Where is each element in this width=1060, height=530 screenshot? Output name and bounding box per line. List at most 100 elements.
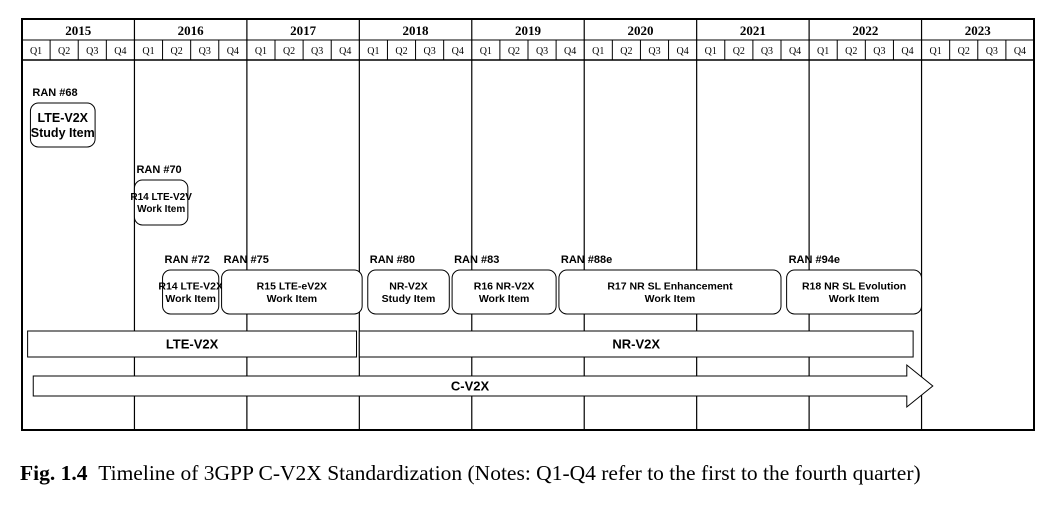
- work-item-box: [786, 269, 923, 315]
- quarter-label: Q1: [142, 46, 154, 57]
- work-item-label: R15 LTE-eV2X: [257, 280, 327, 292]
- quarter-label: Q1: [30, 46, 42, 57]
- quarter-label: Q3: [423, 46, 435, 57]
- quarter-label: Q3: [311, 46, 323, 57]
- band-box: [358, 330, 914, 358]
- meeting-label: RAN #94e: [789, 254, 840, 266]
- quarter-label: Q4: [676, 46, 688, 57]
- work-item-label: Work Item: [165, 293, 216, 305]
- work-item-box: [451, 269, 557, 315]
- work-item-label: Study Item: [31, 126, 95, 140]
- timeline-diagram: 2015 Q1 Q2 Q3 Q4 2016 Q1 Q2 Q3 Q4 2017 Q1 Q2 Q3 Q4 2018…: [21, 18, 1035, 431]
- work-item-label: R18 NR SL Evolution: [802, 280, 906, 292]
- quarter-label: Q2: [395, 46, 407, 57]
- arrow-shape: [32, 363, 934, 409]
- quarter-label: Q1: [480, 46, 492, 57]
- work-item-label: NR-V2X: [389, 280, 428, 292]
- quarter-label: Q1: [929, 46, 941, 57]
- year-label: 2017: [290, 23, 317, 38]
- quarter-label: Q2: [958, 46, 970, 57]
- work-item-label: R14 LTE-V2V: [130, 192, 192, 203]
- figure-label: Fig. 1.4: [20, 461, 88, 485]
- quarter-label: Q4: [564, 46, 576, 57]
- quarter-label: Q1: [705, 46, 717, 57]
- year-label: 2019: [515, 23, 542, 38]
- year-label: 2021: [740, 23, 766, 38]
- technology-bands: LTE-V2X NR-V2X: [27, 330, 914, 358]
- quarter-label: Q3: [86, 46, 98, 57]
- meeting-label: RAN #75: [224, 254, 269, 266]
- cv2x-arrow: C-V2X: [32, 363, 934, 409]
- work-item-label: Work Item: [645, 293, 696, 305]
- quarter-label: Q3: [648, 46, 660, 57]
- quarter-label: Q3: [199, 46, 211, 57]
- quarter-label: Q4: [452, 46, 464, 57]
- meeting-label: RAN #70: [136, 164, 181, 176]
- work-item-label: Work Item: [137, 204, 185, 215]
- work-item-label: LTE-V2X: [38, 111, 89, 125]
- band-box: [27, 330, 358, 358]
- timeline-grid: 2015 Q1 Q2 Q3 Q4 2016 Q1 Q2 Q3 Q4 2017 Q1 Q2 Q3 Q4 2018…: [21, 18, 1035, 431]
- work-item-box: [133, 179, 189, 226]
- work-item-box: [221, 269, 363, 315]
- meeting-label: RAN #68: [32, 87, 77, 99]
- meeting-label: RAN #88e: [561, 254, 612, 266]
- quarter-label: Q3: [536, 46, 548, 57]
- quarter-label: Q2: [170, 46, 182, 57]
- year-label: 2020: [627, 23, 653, 38]
- quarter-label: Q2: [845, 46, 857, 57]
- quarter-label: Q1: [817, 46, 829, 57]
- quarter-label: Q2: [58, 46, 70, 57]
- quarter-label: Q1: [367, 46, 379, 57]
- quarter-label: Q4: [1014, 46, 1026, 57]
- quarter-label: Q4: [339, 46, 351, 57]
- quarter-label: Q2: [620, 46, 632, 57]
- work-item-label: Work Item: [479, 293, 530, 305]
- meeting-label: RAN #72: [165, 254, 210, 266]
- arrow-label: C-V2X: [451, 379, 490, 394]
- year-label: 2018: [403, 23, 430, 38]
- meeting-label: RAN #83: [454, 254, 499, 266]
- work-item-label: R17 NR SL Enhancement: [607, 280, 733, 292]
- quarter-label: Q4: [789, 46, 801, 57]
- band: LTE-V2X: [27, 330, 358, 358]
- quarter-label: Q3: [986, 46, 998, 57]
- work-item-label: R14 LTE-V2X: [158, 280, 223, 292]
- work-item-box: [162, 269, 220, 315]
- quarter-label: Q2: [508, 46, 520, 57]
- band-label: LTE-V2X: [166, 337, 219, 352]
- work-item-label: Work Item: [267, 293, 318, 305]
- quarter-label: Q2: [283, 46, 295, 57]
- quarter-label: Q4: [901, 46, 913, 57]
- quarter-label: Q3: [873, 46, 885, 57]
- work-item-label: Work Item: [829, 293, 880, 305]
- work-item-box: [558, 269, 782, 315]
- work-item-box: [29, 102, 96, 148]
- year-label: 2015: [65, 23, 92, 38]
- work-item-label: Study Item: [382, 293, 436, 305]
- timeline-frame: [21, 18, 1035, 431]
- year-label: 2016: [178, 23, 205, 38]
- quarter-label: Q3: [761, 46, 773, 57]
- band-label: NR-V2X: [612, 337, 660, 352]
- caption-text: Timeline of 3GPP C-V2X Standardization (…: [98, 461, 921, 485]
- work-item-box: [367, 269, 450, 315]
- work-item-label: R16 NR-V2X: [474, 280, 535, 292]
- quarter-label: Q4: [114, 46, 126, 57]
- meeting-label: RAN #80: [370, 254, 415, 266]
- band: NR-V2X: [358, 330, 914, 358]
- year-label: 2022: [852, 23, 878, 38]
- figure-caption: Fig. 1.4 Timeline of 3GPP C-V2X Standard…: [20, 459, 1040, 487]
- quarter-label: Q4: [227, 46, 239, 57]
- year-label: 2023: [965, 23, 992, 38]
- quarter-label: Q2: [733, 46, 745, 57]
